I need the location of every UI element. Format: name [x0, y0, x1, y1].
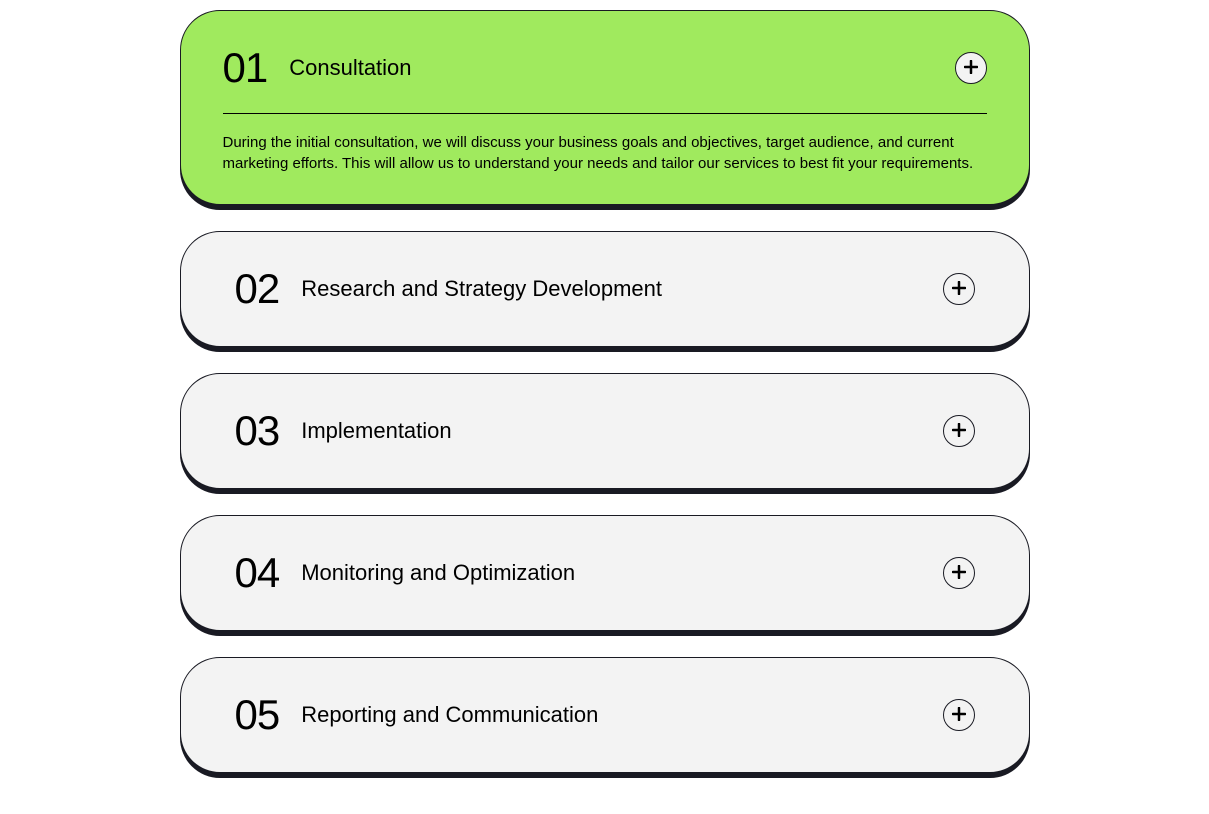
expand-toggle-05[interactable] [943, 699, 975, 731]
accordion-body-01: During the initial consultation, we will… [223, 132, 987, 174]
step-title: Implementation [301, 418, 451, 444]
accordion-item-04: 04 Monitoring and Optimization [180, 515, 1030, 631]
plus-icon [952, 707, 966, 724]
accordion-item-01: 01 Consultation During the initial consu… [180, 10, 1030, 205]
expand-toggle-02[interactable] [943, 273, 975, 305]
step-number: 01 [223, 47, 268, 89]
step-number: 04 [235, 552, 280, 594]
accordion-header-05[interactable]: 05 Reporting and Communication [235, 694, 975, 736]
expand-toggle-01[interactable] [955, 52, 987, 84]
accordion-header-03[interactable]: 03 Implementation [235, 410, 975, 452]
accordion-divider [223, 113, 987, 114]
plus-icon [952, 565, 966, 582]
accordion-header-left: 01 Consultation [223, 47, 412, 89]
accordion-item-03: 03 Implementation [180, 373, 1030, 489]
accordion-header-02[interactable]: 02 Research and Strategy Development [235, 268, 975, 310]
plus-icon [952, 423, 966, 440]
step-title: Consultation [289, 55, 411, 81]
expand-toggle-04[interactable] [943, 557, 975, 589]
step-number: 05 [235, 694, 280, 736]
accordion-item-05: 05 Reporting and Communication [180, 657, 1030, 773]
accordion-header-01[interactable]: 01 Consultation [223, 47, 987, 89]
step-title: Research and Strategy Development [301, 276, 662, 302]
process-accordion: 01 Consultation During the initial consu… [180, 10, 1030, 773]
step-number: 03 [235, 410, 280, 452]
plus-icon [952, 281, 966, 298]
step-title: Monitoring and Optimization [301, 560, 575, 586]
step-title: Reporting and Communication [301, 702, 598, 728]
plus-icon [964, 60, 978, 77]
expand-toggle-03[interactable] [943, 415, 975, 447]
accordion-header-left: 04 Monitoring and Optimization [235, 552, 576, 594]
accordion-header-left: 05 Reporting and Communication [235, 694, 599, 736]
accordion-item-02: 02 Research and Strategy Development [180, 231, 1030, 347]
accordion-header-left: 03 Implementation [235, 410, 452, 452]
accordion-header-left: 02 Research and Strategy Development [235, 268, 662, 310]
accordion-header-04[interactable]: 04 Monitoring and Optimization [235, 552, 975, 594]
step-number: 02 [235, 268, 280, 310]
